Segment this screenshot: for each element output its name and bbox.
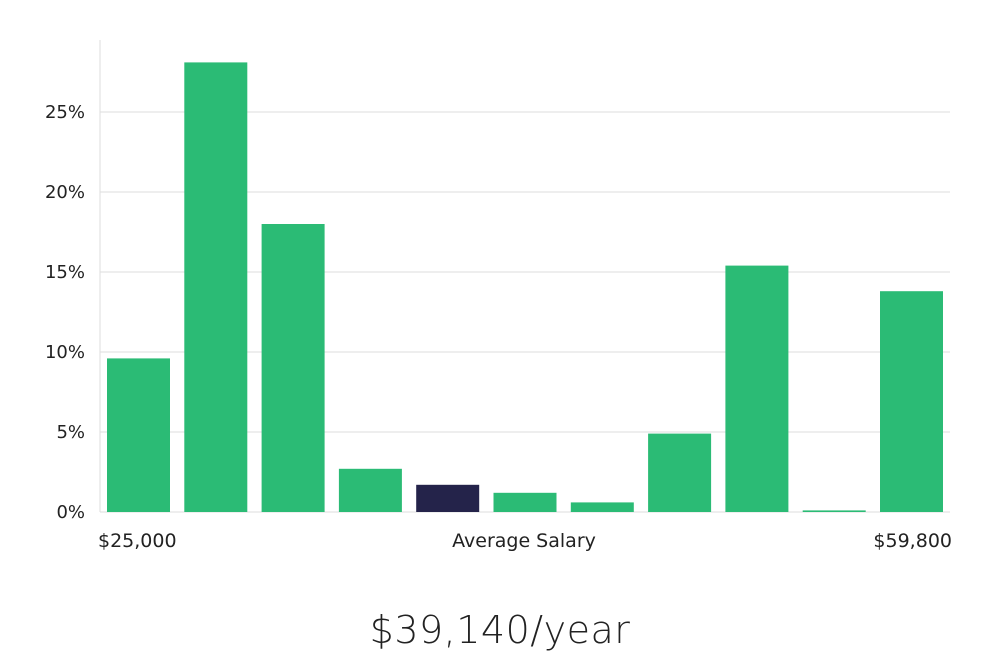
y-tick-label: 5% — [56, 422, 85, 443]
y-tick-label: 20% — [45, 182, 85, 203]
y-tick-label: 10% — [45, 342, 85, 363]
bar — [493, 492, 557, 512]
y-tick-label: 0% — [56, 502, 85, 523]
bar-highlighted — [416, 484, 480, 512]
bar — [802, 510, 866, 512]
bar — [648, 433, 712, 512]
bar — [570, 502, 634, 512]
x-axis-label: Average Salary — [452, 530, 596, 552]
bar — [338, 468, 402, 512]
y-tick-label: 15% — [45, 262, 85, 283]
bar — [184, 62, 248, 513]
salary-histogram: 0%5%10%15%20%25% $25,000 Average Salary … — [45, 40, 952, 552]
x-left-label: $25,000 — [98, 530, 177, 552]
y-tick-label: 25% — [45, 102, 85, 123]
bar — [107, 358, 170, 512]
y-tick-labels: 0% 5% 10% 15% 20% 25% — [45, 102, 85, 523]
bars — [107, 62, 943, 513]
bar — [880, 291, 943, 512]
bar — [261, 224, 325, 512]
average-salary-value: $39,140/year — [369, 608, 631, 652]
bar — [725, 265, 789, 512]
x-right-label: $59,800 — [873, 530, 952, 552]
